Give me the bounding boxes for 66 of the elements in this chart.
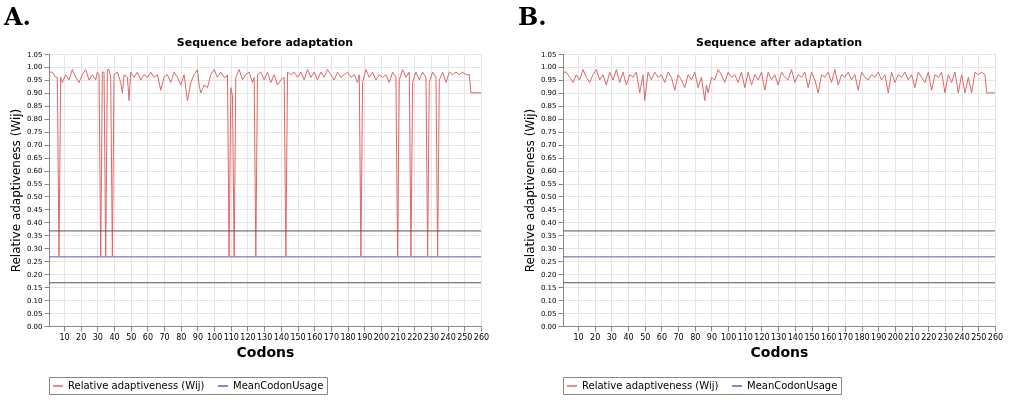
text: B.: [518, 2, 548, 32]
x-tick-label: 100: [720, 332, 737, 342]
x-tick-label: 210: [904, 332, 920, 342]
x-tick-label: 120: [240, 332, 256, 342]
y-axis-title: Relative adaptiveness (Wij): [8, 108, 23, 273]
y-axis-title: Relative adaptiveness (Wij): [522, 108, 537, 273]
x-tick-label: 250: [971, 332, 987, 342]
x-tick-label: 80: [690, 332, 701, 342]
x-tick-label: 50: [126, 332, 137, 342]
x-tick-label: 120: [754, 332, 770, 342]
x-tick-label: 110: [223, 332, 239, 342]
legend-label: Relative adaptiveness (Wij): [582, 380, 719, 391]
x-axis-title: Codons: [236, 343, 295, 360]
x-tick-label: 30: [606, 332, 617, 342]
legend-label: MeanCodonUsage: [233, 380, 324, 391]
x-tick-label: 10: [573, 332, 584, 342]
x-tick-label: 100: [206, 332, 223, 342]
x-tick-label: 240: [440, 332, 456, 342]
x-tick-label: 130: [257, 332, 273, 342]
x-tick-label: 250: [457, 332, 473, 342]
x-tick-label: 50: [640, 332, 651, 342]
legend-label: MeanCodonUsage: [747, 380, 838, 391]
x-tick-label: 130: [771, 332, 787, 342]
x-tick-label: 70: [673, 332, 684, 342]
line-series: [48, 69, 482, 257]
x-tick-label: 70: [159, 332, 170, 342]
x-tick-label: 200: [887, 332, 904, 342]
x-axis-title: Codons: [750, 343, 809, 360]
x-tick-label: 80: [176, 332, 187, 342]
x-tick-label: 260: [987, 332, 1004, 342]
x-tick-label: 90: [706, 332, 718, 342]
x-tick-label: 230: [423, 332, 440, 342]
x-tick-label: 60: [142, 332, 153, 342]
x-tick-label: 220: [921, 332, 937, 342]
x-tick-label: 150: [290, 332, 306, 342]
chart-title: Sequence after adaptation: [695, 36, 863, 49]
legend-label: Relative adaptiveness (Wij): [68, 380, 205, 391]
x-tick-label: 230: [937, 332, 954, 342]
x-tick-label: 260: [473, 332, 490, 342]
x-tick-label: 110: [737, 332, 753, 342]
line-series: [562, 69, 996, 102]
x-tick-label: 240: [954, 332, 970, 342]
x-tick-label: 20: [590, 332, 601, 342]
x-tick-label: 180: [854, 332, 870, 342]
x-tick-label: 170: [837, 332, 854, 342]
x-tick-label: 140: [273, 332, 289, 342]
x-tick-label: 40: [623, 332, 634, 342]
x-tick-label: 190: [357, 332, 373, 342]
x-tick-label: 200: [373, 332, 390, 342]
x-tick-label: 10: [59, 332, 70, 342]
x-tick-label: 140: [787, 332, 803, 342]
x-tick-label: 220: [407, 332, 423, 342]
x-tick-label: 160: [307, 332, 323, 342]
x-tick-label: 30: [92, 332, 103, 342]
x-tick-label: 90: [192, 332, 204, 342]
chart-title: Sequence before adaptation: [176, 36, 354, 49]
x-tick-label: 210: [390, 332, 406, 342]
x-tick-label: 40: [109, 332, 120, 342]
x-tick-label: 160: [821, 332, 837, 342]
x-tick-label: 60: [656, 332, 667, 342]
x-tick-label: 180: [340, 332, 356, 342]
text: A.: [4, 2, 32, 32]
x-tick-label: 170: [323, 332, 340, 342]
x-tick-label: 190: [871, 332, 887, 342]
x-tick-label: 20: [76, 332, 87, 342]
x-tick-label: 150: [804, 332, 820, 342]
